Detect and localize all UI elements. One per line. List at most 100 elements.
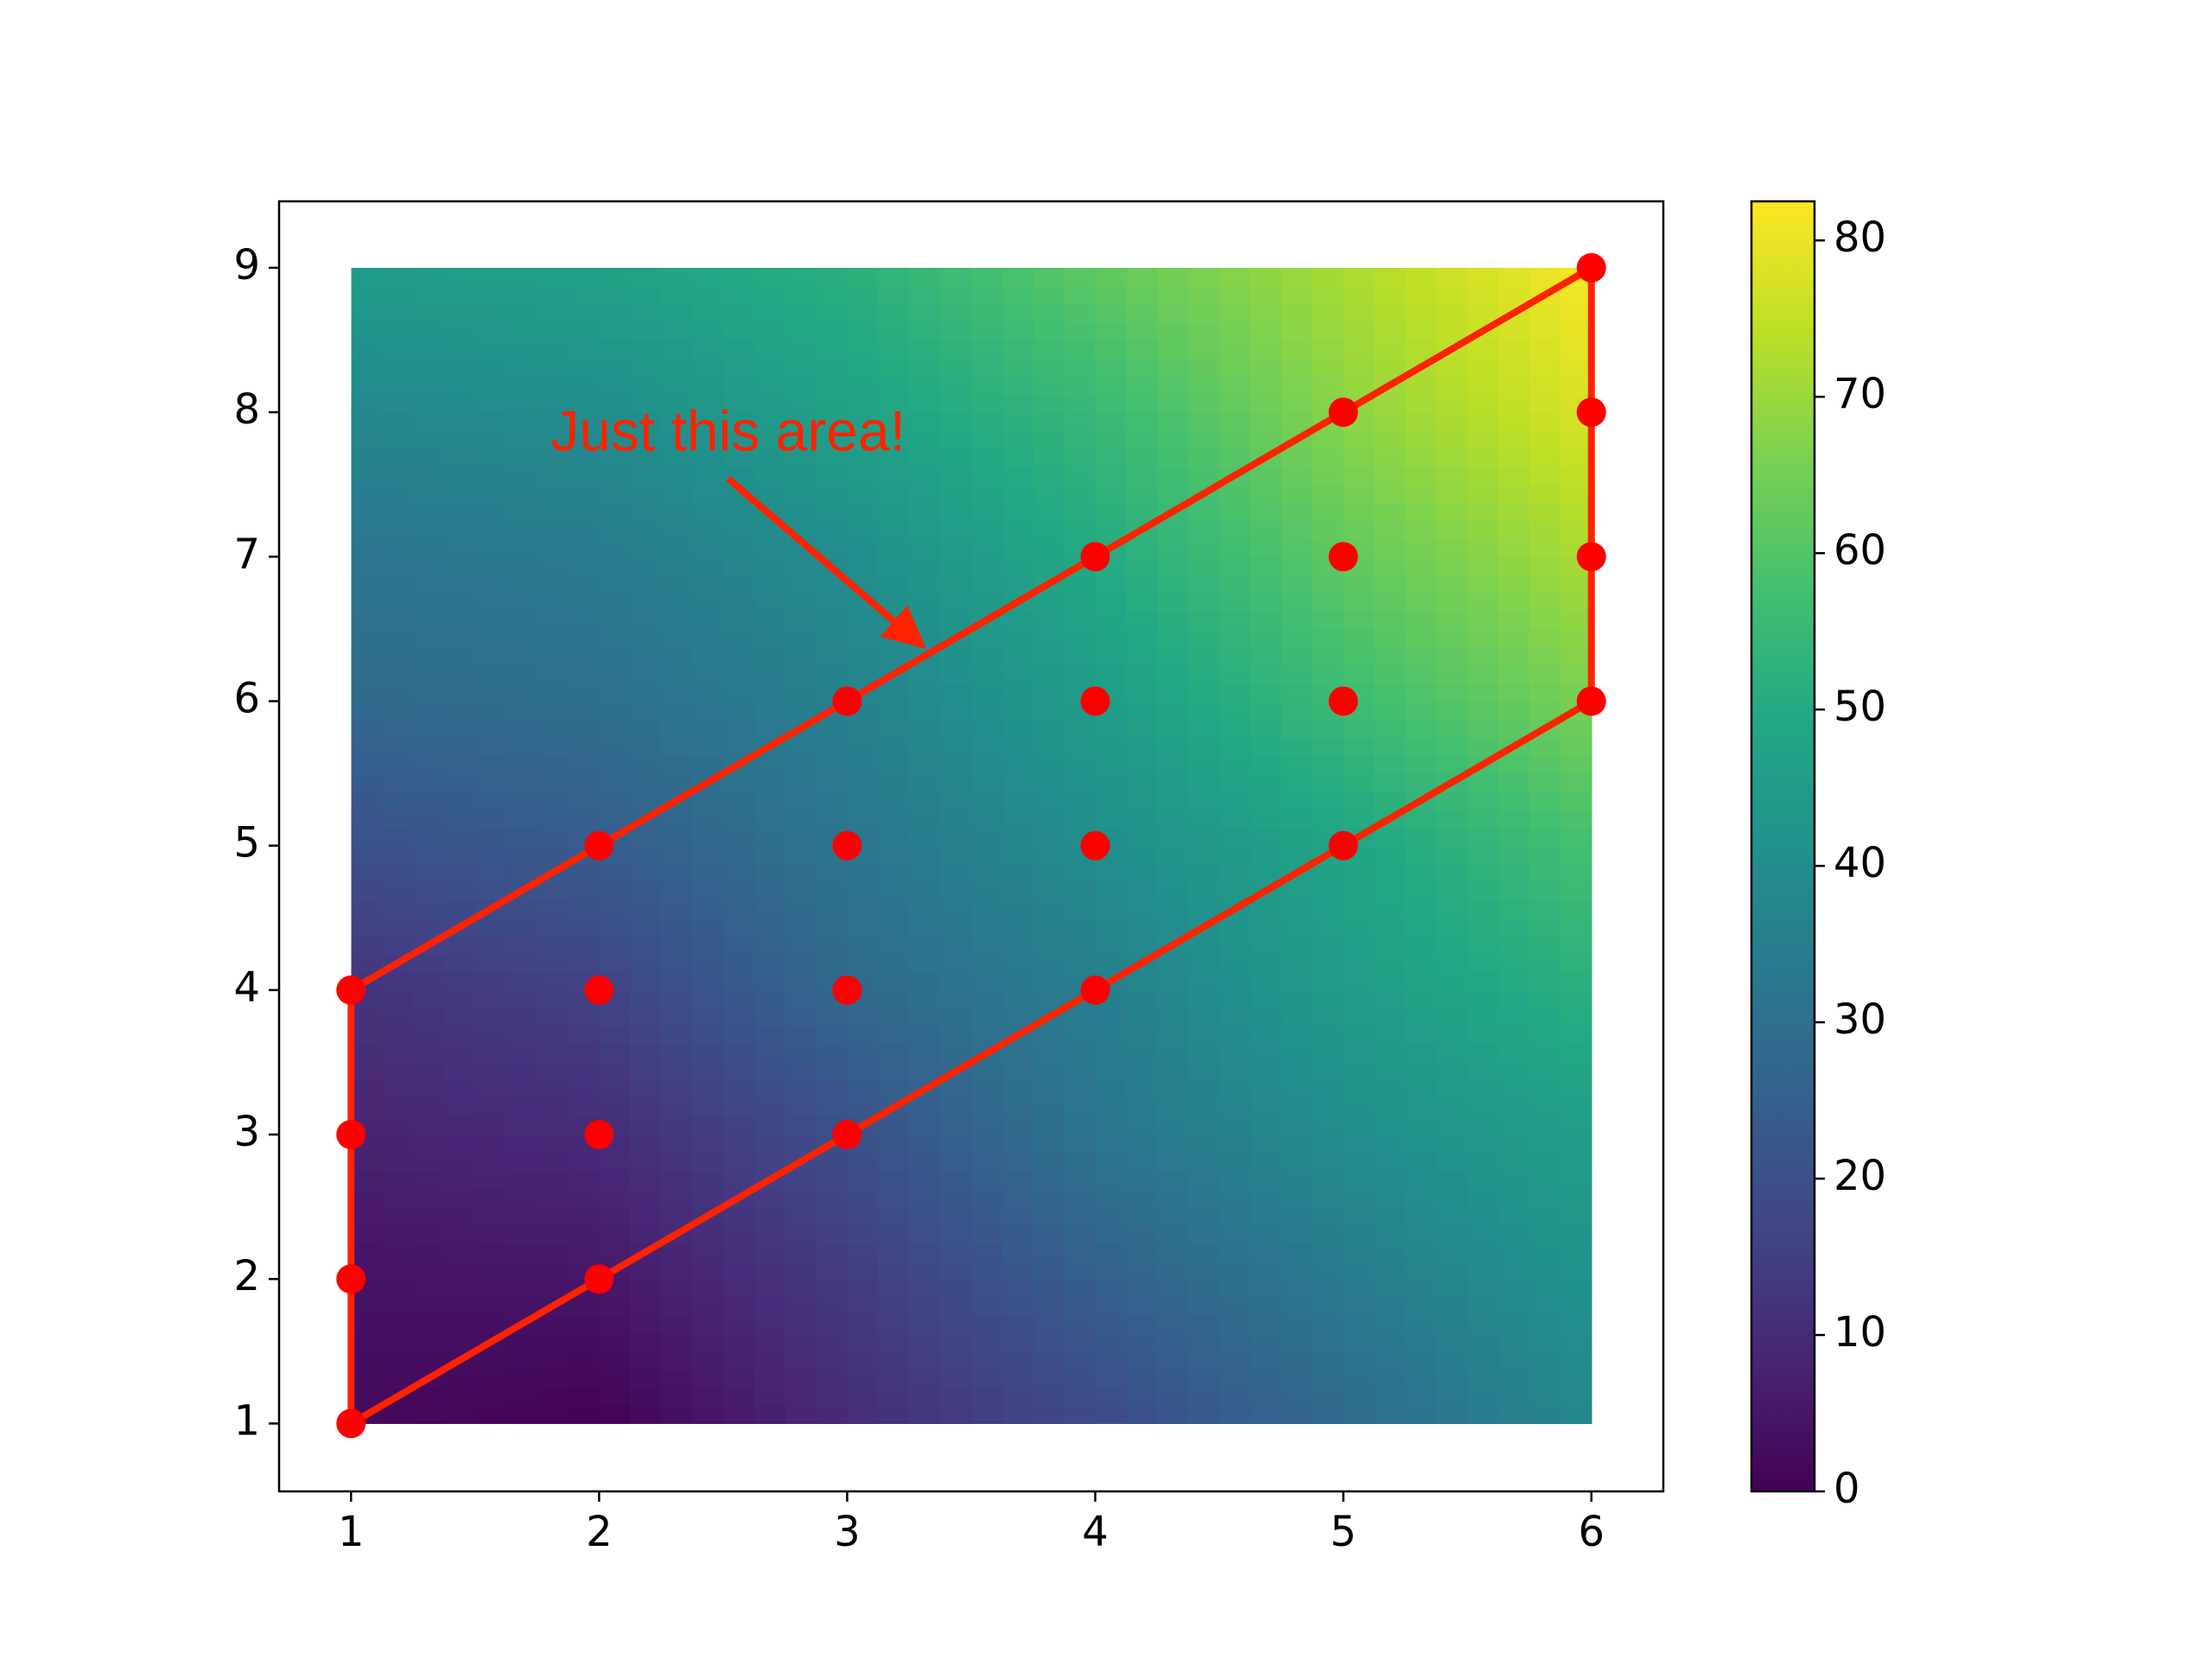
heatmap-cell	[1033, 881, 1065, 900]
heatmap-cell	[382, 358, 414, 377]
heatmap-cell	[1157, 303, 1189, 323]
heatmap-cell	[1095, 1135, 1128, 1154]
heatmap-cell	[1467, 1332, 1499, 1352]
heatmap-cell	[382, 899, 414, 918]
heatmap-cell	[1033, 484, 1065, 504]
heatmap-cell	[1033, 376, 1065, 395]
heatmap-cell	[1033, 303, 1065, 323]
heatmap-cell	[599, 628, 631, 648]
heatmap-cell	[630, 267, 662, 287]
heatmap-cell	[753, 664, 786, 684]
heatmap-cell	[1188, 1152, 1220, 1172]
heatmap-cell	[413, 863, 445, 883]
heatmap-cell	[847, 1152, 879, 1172]
heatmap-cell	[1249, 303, 1282, 323]
heatmap-cell	[443, 683, 476, 702]
heatmap-cell	[413, 971, 445, 991]
heatmap-cell	[413, 954, 445, 973]
heatmap-cell	[1343, 628, 1376, 648]
heatmap-cell	[1095, 285, 1128, 305]
heatmap-cell	[847, 1369, 879, 1389]
heatmap-cell	[568, 1170, 600, 1190]
heatmap-cell	[940, 556, 972, 575]
heatmap-cell	[505, 899, 538, 918]
heatmap-cell	[1064, 340, 1096, 359]
heatmap-cell	[878, 285, 910, 305]
heatmap-cell	[816, 1062, 849, 1081]
heatmap-cell	[1064, 1243, 1096, 1262]
heatmap-cell	[816, 1297, 849, 1316]
heatmap-cell	[1343, 918, 1376, 937]
heatmap-cell	[1095, 358, 1128, 377]
heatmap-cell	[847, 303, 879, 323]
heatmap-cell	[1281, 1332, 1313, 1352]
heatmap-cell	[1343, 971, 1376, 991]
heatmap-cell	[1529, 1188, 1561, 1208]
heatmap-cell	[1126, 791, 1158, 810]
heatmap-cell	[1095, 484, 1128, 504]
heatmap-cell	[1033, 1297, 1065, 1316]
heatmap-cell	[1312, 1387, 1344, 1407]
heatmap-cell	[351, 502, 383, 522]
heatmap-cell	[1405, 881, 1437, 900]
heatmap-cell	[1001, 737, 1034, 756]
heatmap-cell	[1157, 1243, 1189, 1262]
heatmap-cell	[753, 646, 786, 666]
heatmap-cell	[1095, 1098, 1128, 1117]
heatmap-cell	[878, 1351, 910, 1370]
heatmap-cell	[1095, 394, 1128, 413]
heatmap-cell	[816, 1026, 849, 1046]
heatmap-cell	[568, 881, 600, 900]
heatmap-cell	[1281, 918, 1313, 937]
heatmap-cell	[382, 1279, 414, 1298]
heatmap-cell	[1219, 719, 1251, 738]
heatmap-cell	[1064, 1152, 1096, 1172]
heatmap-cell	[847, 520, 879, 539]
heatmap-cell	[785, 1062, 817, 1081]
heatmap-cell	[1467, 1315, 1499, 1334]
point	[336, 1120, 366, 1150]
heatmap-cell	[630, 1224, 662, 1244]
heatmap-cell	[630, 1279, 662, 1298]
heatmap-cell	[1312, 1351, 1344, 1370]
heatmap-cell	[1033, 1279, 1065, 1298]
heatmap-cell	[785, 267, 817, 287]
heatmap-cell	[630, 646, 662, 666]
heatmap-cell	[940, 1135, 972, 1154]
heatmap-cell	[1249, 556, 1282, 575]
heatmap-cell	[568, 628, 600, 648]
heatmap-cell	[847, 484, 879, 504]
heatmap-cell	[1249, 827, 1282, 847]
heatmap-cell	[1405, 755, 1437, 774]
heatmap-cell	[537, 701, 569, 720]
heatmap-cell	[692, 1243, 724, 1262]
heatmap-cell	[1560, 1261, 1592, 1280]
heatmap-cell	[382, 1026, 414, 1046]
heatmap-cell	[1374, 466, 1407, 486]
heatmap-cell	[443, 664, 476, 684]
heatmap-cell	[1126, 1297, 1158, 1316]
heatmap-cell	[505, 918, 538, 937]
heatmap-cell	[505, 646, 538, 666]
heatmap-cell	[1436, 1297, 1468, 1316]
heatmap-cell	[940, 701, 972, 720]
heatmap-cell	[1343, 1387, 1376, 1407]
heatmap-cell	[909, 429, 941, 449]
heatmap-cell	[443, 701, 476, 720]
heatmap-cell	[753, 340, 786, 359]
heatmap-cell	[1126, 1243, 1158, 1262]
heatmap-cell	[661, 737, 693, 756]
heatmap-cell	[1560, 1044, 1592, 1064]
heatmap-cell	[1343, 1080, 1376, 1099]
heatmap-cell	[1436, 1135, 1468, 1154]
heatmap-cell	[785, 466, 817, 486]
heatmap-cell	[722, 719, 755, 738]
heatmap-cell	[692, 827, 724, 847]
heatmap-cell	[1219, 1135, 1251, 1154]
heatmap-cell	[785, 683, 817, 702]
heatmap-cell	[753, 936, 786, 955]
heatmap-cell	[909, 484, 941, 504]
heatmap-cell	[1249, 466, 1282, 486]
heatmap-cell	[1312, 340, 1344, 359]
heatmap-cell	[1157, 701, 1189, 720]
